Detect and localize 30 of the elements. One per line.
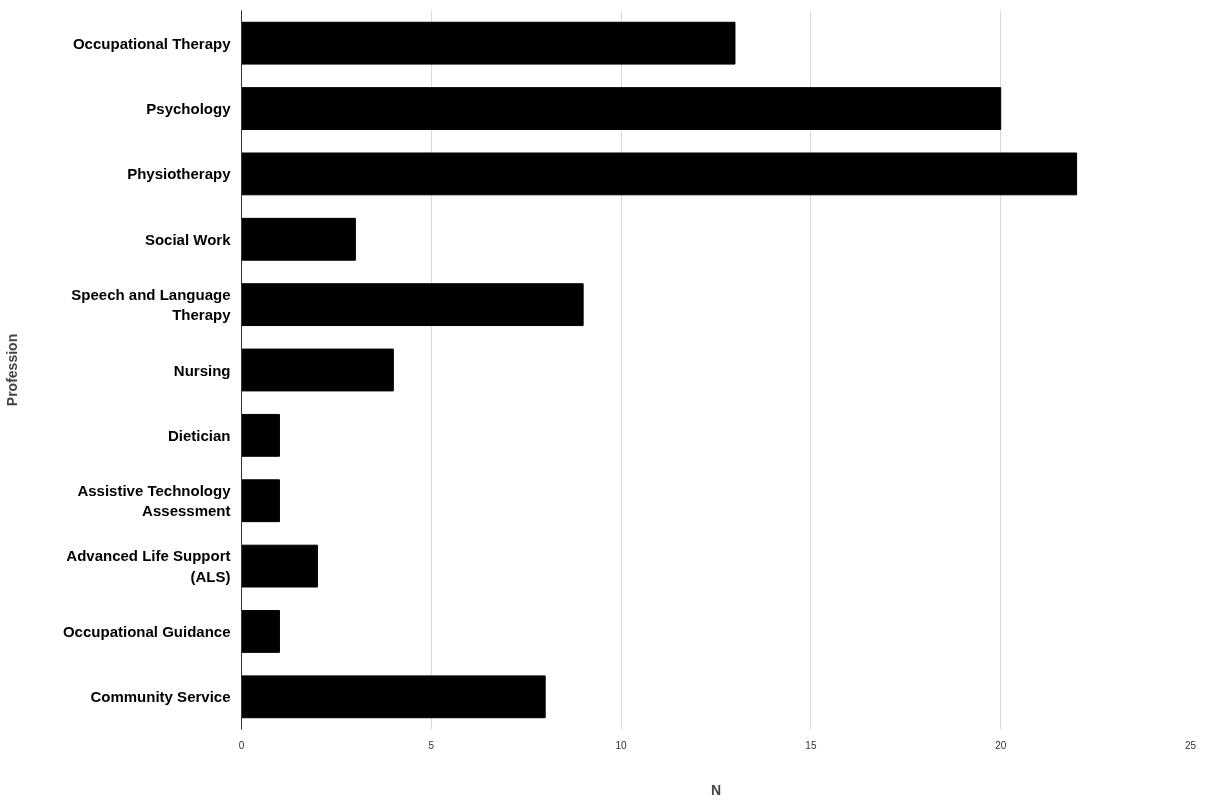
y-tick-label: Occupational Guidance (62, 622, 231, 640)
y-tick-label: Nursing (173, 361, 231, 379)
y-axis-title: Profession (3, 333, 20, 407)
bar (241, 348, 394, 392)
bar (241, 283, 584, 327)
bar (241, 21, 736, 65)
x-tick-label: 20 (995, 739, 1007, 751)
y-tick-label: Speech and Language Therapy (71, 285, 232, 324)
x-tick-label: 10 (615, 739, 628, 751)
x-tick-label: 5 (428, 739, 435, 751)
bar (241, 479, 280, 523)
bar (241, 87, 1002, 130)
bar (241, 610, 280, 653)
bar (241, 544, 318, 588)
bar (241, 217, 356, 261)
y-tick-label: Psychology (146, 100, 232, 118)
bar (241, 152, 1078, 196)
x-tick-label: 25 (1184, 739, 1197, 751)
y-tick-label: Community Service (90, 688, 231, 706)
x-axis-title: N (710, 781, 722, 798)
x-tick-label: 15 (805, 739, 817, 751)
x-tick-label: 0 (238, 739, 245, 751)
bar (241, 413, 280, 457)
y-tick-label: Dietician (167, 426, 231, 444)
y-tick-label: Social Work (144, 230, 232, 248)
y-tick-label: Assistive Technology Assessment (77, 482, 232, 520)
y-tick-label: Physiotherapy (127, 165, 232, 183)
y-tick-label: Occupational Therapy (72, 34, 232, 52)
y-tick-label: Advanced Life Support (ALS) (66, 547, 231, 585)
bar (241, 675, 546, 719)
